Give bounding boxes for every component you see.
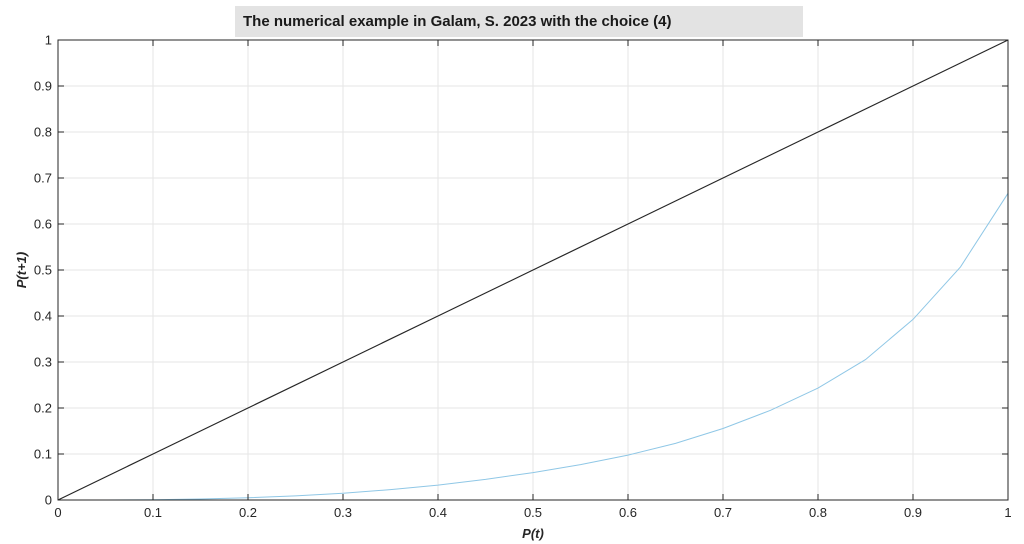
chart-title: The numerical example in Galam, S. 2023 …: [243, 13, 672, 30]
y-tick-label: 0: [45, 493, 52, 508]
y-tick-label: 0.7: [34, 171, 52, 186]
x-tick-label: 0: [54, 505, 61, 520]
y-tick-label: 0.5: [34, 263, 52, 278]
y-tick-label: 0.8: [34, 125, 52, 140]
y-tick-label: 0.9: [34, 79, 52, 94]
x-axis-label: P(t): [522, 526, 544, 541]
x-tick-label: 0.1: [144, 505, 162, 520]
y-tick-label: 1: [45, 33, 52, 48]
x-tick-label: 0.4: [429, 505, 447, 520]
series-line-2: [58, 193, 1009, 501]
x-tick-label: 0.2: [239, 505, 257, 520]
chart-title-box: The numerical example in Galam, S. 2023 …: [235, 6, 803, 37]
x-tick-label: 0.7: [714, 505, 732, 520]
series-lines: [57, 39, 1009, 501]
y-tick-label: 0.2: [34, 401, 52, 416]
y-tick-label: 0.1: [34, 447, 52, 462]
y-axis-label: P(t+1): [14, 252, 29, 288]
x-tick-label: 0.3: [334, 505, 352, 520]
y-tick-label: 0.4: [34, 309, 52, 324]
x-tick-label: 0.9: [904, 505, 922, 520]
axis-ticks: 0 0.1 0.2 0.3 0.4 0.5 0.6 0.7 0.8 0.9 1 0 0.1 0.2 0.3 0…: [34, 33, 1012, 521]
y-tick-label: 0.6: [34, 217, 52, 232]
x-tick-label: 0.8: [809, 505, 827, 520]
series-line-1: [57, 39, 1009, 501]
x-tick-label: 0.6: [619, 505, 637, 520]
y-tick-label: 0.3: [34, 355, 52, 370]
x-tick-label: 1: [1004, 505, 1011, 520]
x-tick-label: 0.5: [524, 505, 542, 520]
